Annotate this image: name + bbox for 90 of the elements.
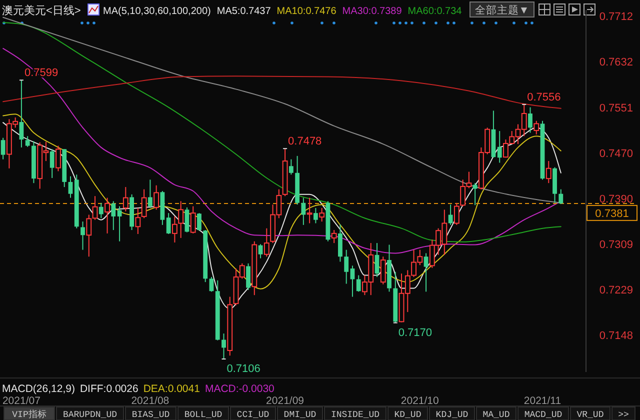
candlestick [558,188,564,205]
annotation: 0.7556 [527,91,561,104]
candlestick [338,224,342,262]
text: MA30:0.7389 [342,6,402,17]
text: MACD(26,12,9) [2,383,75,395]
candlestick [141,188,147,219]
text: KD_UD [394,410,422,420]
candlestick [246,262,250,290]
line-series [2,22,562,242]
line-series [2,76,562,109]
candlestick [111,200,116,231]
x-tick-label: 2021/07 [2,395,41,407]
ref-line-label: 0.7381 [595,208,629,220]
candlestick [80,221,85,250]
candlestick [209,276,214,292]
text: DEA:0.0041 [143,383,200,395]
text: CCI_UD [236,410,270,420]
text: BARUPDN_UD [62,410,118,420]
candlestick [68,176,73,198]
candlestick [319,207,325,222]
text: MA60:0.734 [408,6,462,17]
text: MACD_UD [524,410,562,420]
candlestick [534,120,540,135]
text: MACD:-0.0030 [204,383,275,395]
candlestick [172,216,178,243]
candlestick [222,333,226,360]
text: MA5:0.7437 [216,6,272,17]
candlestick [454,202,460,226]
y-tick-label: 0.7551 [599,102,633,114]
candlestick [497,130,502,164]
candlestick [148,179,152,208]
candlestick [356,274,361,292]
text: VR_UD [576,410,604,420]
text: DMI_UD [284,410,316,420]
x-tick-label: 2021/11 [524,395,562,407]
candlestick [184,206,190,233]
y-tick-label: 0.7712 [599,11,633,24]
annotation: 0.7106 [226,362,260,375]
candlestick [104,197,110,234]
candlestick [331,230,337,244]
y-tick-label: 0.7309 [599,239,633,252]
candlestick [472,182,478,206]
candlestick [313,207,318,224]
x-tick-label: 2021/08 [131,395,170,407]
text: KDJ_UD [436,410,468,420]
candlestick [117,206,122,242]
y-tick-label: 0.7390 [599,193,633,206]
annotation: 0.7170 [398,326,432,339]
candlestick [380,256,386,285]
candlestick [306,197,312,224]
text: >> [618,410,629,420]
candlestick [122,186,128,212]
candlestick [288,158,294,176]
candlestick [546,160,552,184]
x-tick-label: 2021/10 [400,395,440,407]
y-tick-label: 0.7148 [599,330,633,342]
candlestick [264,228,270,258]
y-tick-label: 0.7470 [599,148,633,160]
text: BIAS_UD [132,410,170,420]
candlestick [374,242,380,278]
candlestick [424,252,428,292]
candlestick [178,200,184,238]
annotation: 全部主题▼ [474,4,530,16]
candlestick [50,148,54,178]
y-tick-label: 0.7229 [599,284,633,296]
candlestick [528,106,532,134]
candlestick [98,202,104,219]
candlestick [190,206,196,234]
legend-title: MA(5,10,30,60,100,200) [103,6,211,17]
text: BOLL_UD [184,410,222,420]
candlestick [197,212,202,232]
candlestick [258,244,263,259]
chart-title: 澳元美元<日线> [2,4,81,17]
candlestick [25,136,30,148]
text: MA10:0.7476 [276,6,337,17]
candlestick [56,145,61,172]
text: DIFF:0.0026 [80,383,138,395]
y-tick-label: 0.7632 [599,56,633,68]
text: MA_UD [482,410,510,420]
candlestick [135,207,141,234]
candlestick [0,137,6,160]
annotation: 0.7478 [288,136,322,148]
x-tick-label: 2021/09 [266,395,304,407]
candlestick [448,204,453,226]
candlestick [166,212,171,234]
text: VIP指标 [12,409,46,420]
candlestick [301,197,306,226]
candlestick [344,249,349,284]
candlestick [154,184,160,210]
text: INSIDE_UD [330,410,380,420]
